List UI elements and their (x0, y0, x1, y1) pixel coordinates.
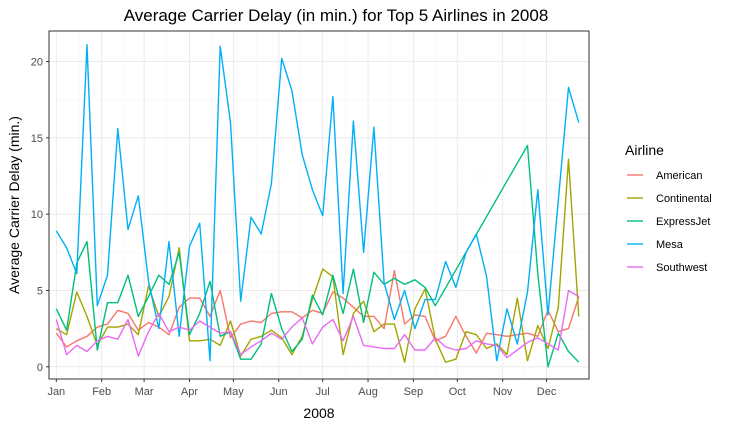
x-tick-label: Oct (449, 386, 466, 398)
chart-title: Average Carrier Delay (in min.) for Top … (124, 6, 549, 25)
x-tick-label: Mar (135, 386, 154, 398)
legend-title: Airline (625, 142, 664, 158)
x-tick-label: Jan (47, 386, 65, 398)
y-tick-label: 10 (31, 209, 43, 221)
series-line-american (55, 269, 580, 354)
legend-label-southwest: Southwest (656, 262, 707, 274)
x-axis: Jan Feb Mar Apr May Jun Jul Aug Sep Oct Nov Dec (47, 379, 557, 398)
x-tick-label: Apr (181, 386, 198, 398)
y-tick-label: 15 (31, 133, 43, 145)
x-tick-label: May (223, 386, 244, 398)
y-tick-label: 5 (37, 285, 43, 297)
series-line-expressjet (55, 144, 580, 368)
x-tick-label: Dec (537, 386, 557, 398)
x-tick-label: Feb (92, 386, 111, 398)
x-tick-label: Aug (358, 386, 378, 398)
x-tick-label: Nov (493, 386, 513, 398)
y-axis: 0 5 10 15 20 (31, 57, 49, 374)
y-tick-label: 20 (31, 57, 43, 69)
x-tick-label: Jul (316, 386, 330, 398)
series-layer (55, 44, 580, 368)
legend-label-expressjet: ExpressJet (656, 216, 710, 228)
plot-panel (48, 30, 590, 380)
legend-label-continental: Continental (656, 193, 712, 205)
legend: Airline American Continental ExpressJet Mes… (625, 142, 712, 274)
x-tick-label: Jun (270, 386, 288, 398)
y-tick-label: 0 (37, 362, 43, 374)
series-line-continental (55, 158, 580, 363)
series-line-southwest (55, 289, 580, 359)
legend-items: American Continental ExpressJet Mesa Southwe… (627, 170, 712, 274)
legend-label-american: American (656, 170, 702, 182)
panel-frame (48, 30, 590, 380)
x-tick-label: Sep (404, 386, 424, 398)
y-axis-title: Average Carrier Delay (min.) (6, 116, 22, 294)
series-line-mesa (55, 44, 580, 362)
x-axis-title: 2008 (303, 405, 334, 421)
legend-label-mesa: Mesa (656, 239, 684, 251)
